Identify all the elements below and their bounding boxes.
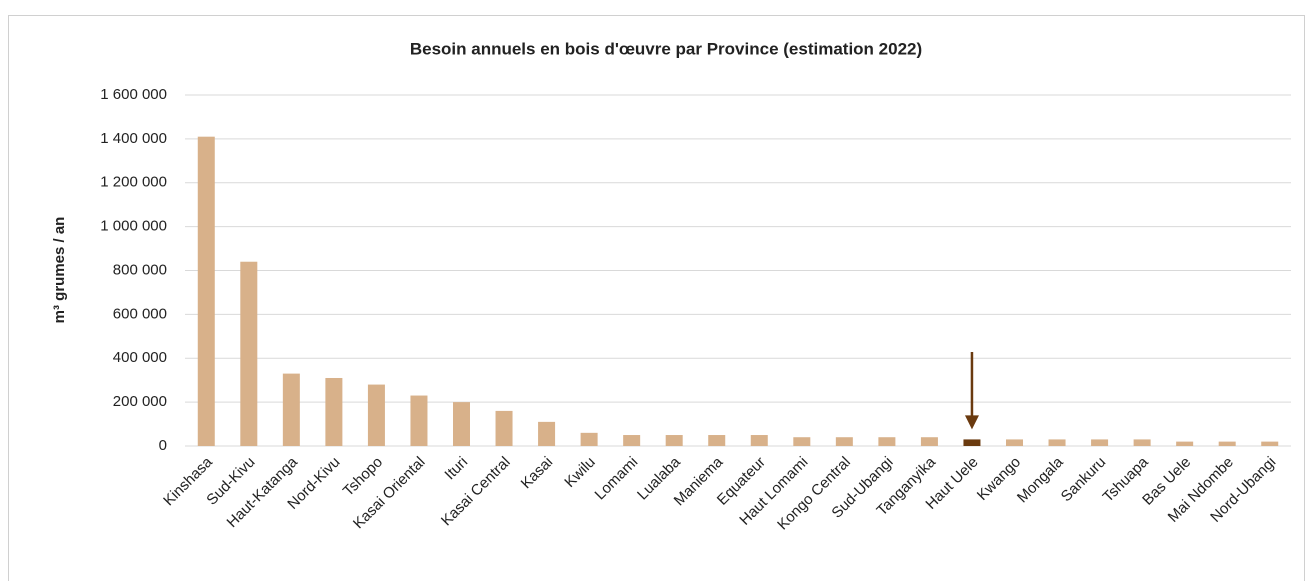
y-tick-label: 0 xyxy=(159,437,167,454)
bar xyxy=(1261,441,1279,446)
bar xyxy=(1091,439,1109,446)
bar xyxy=(963,439,981,446)
bar xyxy=(325,377,343,446)
y-tick-label: 600 000 xyxy=(113,305,167,322)
bar xyxy=(495,410,513,446)
bar xyxy=(1133,439,1151,446)
bar xyxy=(197,136,215,446)
bar xyxy=(665,435,683,446)
y-tick-label: 1 400 000 xyxy=(100,130,167,147)
bar xyxy=(240,261,258,446)
arrow-head xyxy=(964,415,979,430)
bar xyxy=(538,421,556,446)
bar xyxy=(282,373,300,446)
bar xyxy=(453,402,470,446)
y-tick-label: 1 000 000 xyxy=(100,218,167,235)
y-tick-label: 800 000 xyxy=(113,261,167,278)
bar xyxy=(367,384,385,446)
y-axis-label: m³ grumes / an xyxy=(51,217,68,324)
bar xyxy=(580,432,598,446)
bar xyxy=(793,437,811,446)
y-tick-label: 1 600 000 xyxy=(100,86,167,103)
bar xyxy=(1176,441,1194,446)
bar xyxy=(878,437,896,446)
bar xyxy=(708,435,726,446)
y-tick-label: 200 000 xyxy=(113,393,167,410)
y-tick-label: 1 200 000 xyxy=(100,174,167,191)
bar xyxy=(920,437,938,446)
bar xyxy=(1048,439,1066,446)
bar xyxy=(835,437,853,446)
bar xyxy=(750,435,768,446)
chart-frame xyxy=(8,15,1305,581)
bar xyxy=(623,435,641,446)
y-tick-label: 400 000 xyxy=(113,349,167,366)
chart-title: Besoin annuels en bois d'œuvre par Provi… xyxy=(410,39,922,58)
bar xyxy=(1006,439,1023,446)
bar xyxy=(410,395,428,446)
bar xyxy=(1218,441,1236,446)
